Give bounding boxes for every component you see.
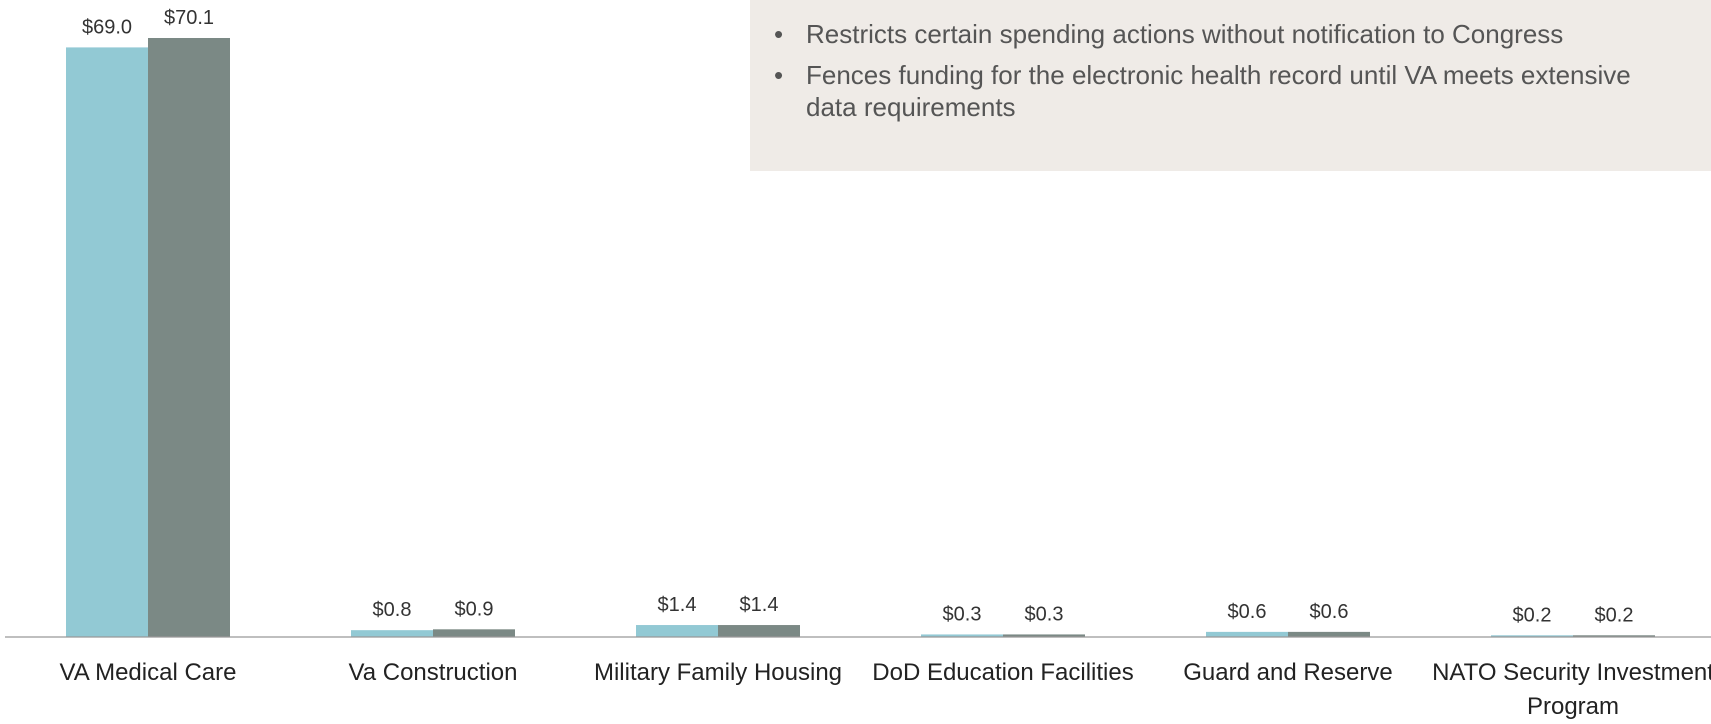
- data-label: $0.2: [1595, 604, 1634, 626]
- data-label: $0.6: [1228, 601, 1267, 623]
- data-label: $0.3: [943, 603, 982, 625]
- data-label: $0.3: [1025, 603, 1064, 625]
- bar: [636, 625, 718, 637]
- data-label: $0.6: [1310, 601, 1349, 623]
- x-tick-label: Va Construction: [291, 656, 576, 690]
- data-label: $0.9: [455, 598, 494, 620]
- bar: [66, 47, 148, 637]
- bar: [148, 38, 230, 637]
- bullet: Restricts certain spending actions witho…: [806, 18, 1676, 50]
- notes-box: Restricts certain spending actions witho…: [750, 0, 1711, 171]
- data-label: $0.8: [373, 599, 412, 621]
- data-label: $0.2: [1513, 604, 1552, 626]
- data-label: $1.4: [740, 594, 779, 616]
- bullet: Fences funding for the electronic health…: [806, 59, 1676, 123]
- x-tick-label: Guard and Reserve: [1146, 656, 1431, 690]
- x-tick-label: VA Medical Care: [6, 656, 291, 690]
- bar: [433, 629, 515, 637]
- data-label: $69.0: [82, 16, 132, 38]
- x-tick-label: DoD Education Facilities: [861, 656, 1146, 690]
- x-tick-label: Military Family Housing: [576, 656, 861, 690]
- data-label: $70.1: [164, 7, 214, 29]
- x-tick-label: NATO Security Investment Program: [1431, 656, 1711, 724]
- data-label: $1.4: [658, 594, 697, 616]
- bar: [1206, 632, 1288, 637]
- bar: [351, 630, 433, 637]
- bar: [718, 625, 800, 637]
- bar: [1288, 632, 1370, 637]
